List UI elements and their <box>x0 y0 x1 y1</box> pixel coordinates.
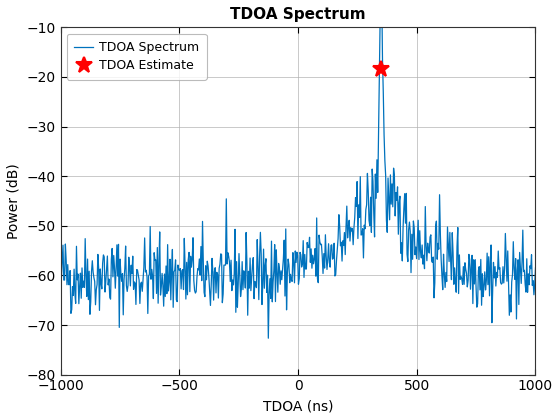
Title: TDOA Spectrum: TDOA Spectrum <box>230 7 366 22</box>
TDOA Spectrum <box>57 263 64 268</box>
TDOA Spectrum <box>141 236 148 241</box>
TDOA Spectrum <box>338 240 344 245</box>
X-axis label: TDOA (ns): TDOA (ns) <box>263 399 333 413</box>
Y-axis label: Power (dB): Power (dB) <box>7 163 21 239</box>
TDOA Spectrum <box>265 336 272 341</box>
TDOA Spectrum <box>179 267 186 272</box>
Legend: TDOA Spectrum, TDOA Estimate: TDOA Spectrum, TDOA Estimate <box>67 34 207 79</box>
Line: TDOA Spectrum: TDOA Spectrum <box>60 0 535 338</box>
TDOA Spectrum <box>273 247 279 252</box>
TDOA Spectrum <box>375 131 382 136</box>
TDOA Spectrum <box>532 265 539 270</box>
TDOA Spectrum <box>417 228 423 233</box>
